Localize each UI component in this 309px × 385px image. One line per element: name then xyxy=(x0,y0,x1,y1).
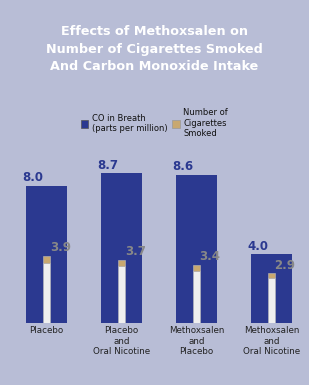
Legend: CO in Breath
(parts per million), Number of
Cigarettes
Smoked: CO in Breath (parts per million), Number… xyxy=(81,109,228,138)
Bar xyxy=(43,263,50,323)
Bar xyxy=(176,175,217,323)
Bar xyxy=(193,271,200,323)
Text: 2.9: 2.9 xyxy=(274,259,295,272)
Text: 8.6: 8.6 xyxy=(172,161,194,174)
Text: 3.9: 3.9 xyxy=(50,241,71,254)
Text: Effects of Methoxsalen on
Number of Cigarettes Smoked
And Carbon Monoxide Intake: Effects of Methoxsalen on Number of Ciga… xyxy=(46,25,263,73)
Bar xyxy=(193,265,200,271)
Text: 8.7: 8.7 xyxy=(98,159,119,172)
Text: 8.0: 8.0 xyxy=(23,171,44,184)
Bar xyxy=(268,273,275,278)
Bar xyxy=(26,186,67,323)
Text: 3.4: 3.4 xyxy=(200,250,221,263)
Text: 3.7: 3.7 xyxy=(125,245,146,258)
Text: 4.0: 4.0 xyxy=(248,240,269,253)
Bar xyxy=(118,266,125,323)
Bar xyxy=(268,278,275,323)
Bar xyxy=(101,174,142,323)
Bar xyxy=(118,259,125,266)
Bar xyxy=(43,256,50,263)
Bar xyxy=(251,254,292,323)
